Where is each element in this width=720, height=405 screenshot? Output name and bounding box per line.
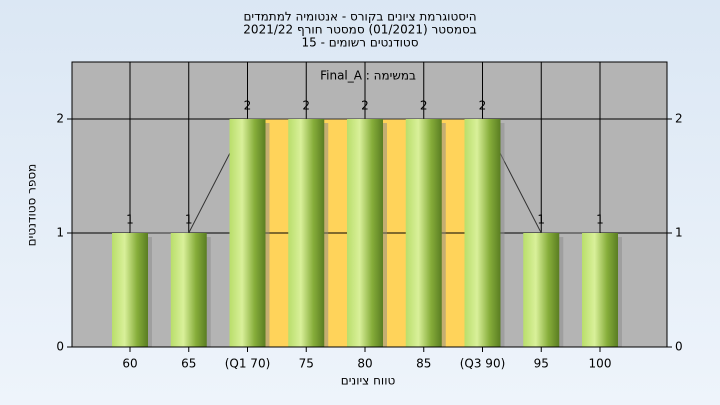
x-tick-label: 80 <box>357 357 372 371</box>
x-tick-label: 100 <box>589 357 612 371</box>
x-tick-label: 85 <box>416 357 431 371</box>
bar <box>229 119 266 347</box>
x-tick-label: 60 <box>122 357 137 371</box>
x-tick-label: (Q1 70) <box>225 357 271 371</box>
plot-border <box>71 61 668 348</box>
chart-title: סטודנטים רשומים - 15 <box>301 36 418 50</box>
data-label: 2 <box>420 99 428 113</box>
chart-title: בסמסטר (01/2021) סמסטר חורף 2021/22 <box>243 23 476 37</box>
data-label: 1 <box>126 213 134 227</box>
x-tick-label: 95 <box>534 357 549 371</box>
x-axis-label: טווח ציונים <box>341 374 396 388</box>
x-tick-label: (Q3 90) <box>460 357 506 371</box>
y2-tick-label: 2 <box>675 112 683 126</box>
x-tick-label: 65 <box>181 357 196 371</box>
data-label: 2 <box>479 99 487 113</box>
bar <box>582 233 618 347</box>
y-tick-label: 2 <box>56 112 64 126</box>
data-label: 2 <box>244 99 252 113</box>
bar <box>523 233 560 347</box>
y-tick-label: 1 <box>56 226 64 240</box>
y2-tick-label: 1 <box>675 226 683 240</box>
data-label: 1 <box>596 213 604 227</box>
y2-tick-label: 0 <box>675 340 683 354</box>
y-axis-label: מספר סטודנטים <box>25 164 39 247</box>
bar <box>464 119 501 347</box>
chart-title: היסטוגרמת ציונים בקורס - אנטומיה למתמדים <box>243 10 476 24</box>
data-label: 2 <box>302 99 310 113</box>
data-label: 2 <box>361 99 369 113</box>
data-label: 1 <box>537 213 545 227</box>
bar <box>288 119 325 347</box>
bar <box>112 233 148 347</box>
bar <box>170 233 207 347</box>
x-tick-label: 75 <box>299 357 314 371</box>
data-label: 1 <box>185 213 193 227</box>
bar <box>347 119 383 347</box>
bar <box>405 119 442 347</box>
annotation: Final_A : במשימה <box>320 69 416 83</box>
y-tick-label: 0 <box>56 340 64 354</box>
